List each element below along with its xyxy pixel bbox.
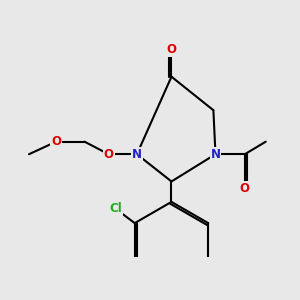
Text: O: O bbox=[103, 148, 114, 161]
Text: Cl: Cl bbox=[110, 202, 122, 215]
Text: O: O bbox=[240, 182, 250, 195]
Text: O: O bbox=[51, 135, 61, 148]
Text: N: N bbox=[211, 148, 220, 161]
Text: O: O bbox=[167, 43, 176, 56]
Text: N: N bbox=[132, 148, 142, 161]
